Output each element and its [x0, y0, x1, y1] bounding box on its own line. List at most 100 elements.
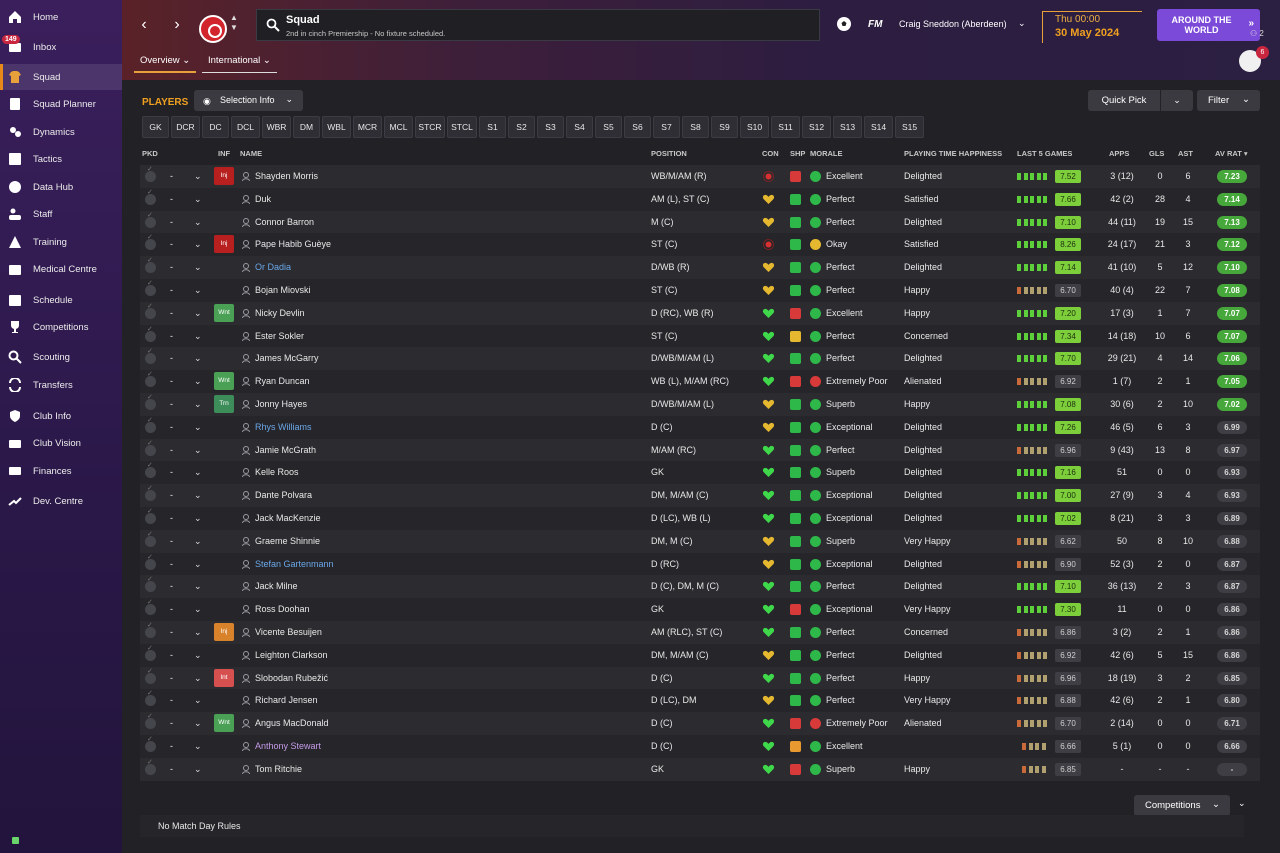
chevron-down-icon[interactable]: ⌄	[194, 330, 202, 341]
sidebar-item-squad-planner[interactable]: Squad Planner	[0, 91, 122, 117]
position-filter-s3[interactable]: S3	[537, 116, 564, 138]
pick-checkbox[interactable]	[145, 279, 156, 296]
player-name[interactable]: Ester Sokler	[255, 330, 305, 341]
competitions-button[interactable]: Competitions ⌄	[1134, 795, 1230, 816]
sidebar-item-dynamics[interactable]: Dynamics	[0, 119, 122, 145]
pick-checkbox[interactable]	[145, 302, 156, 319]
chevron-down-icon[interactable]: ⌄	[194, 467, 202, 478]
chevron-down-icon[interactable]: ⌄	[194, 558, 202, 569]
player-name[interactable]: Tom Ritchie	[255, 763, 303, 774]
table-row[interactable]: - ⌄ Tom Ritchie GK Superb Happy 6.85 - - - -	[140, 757, 1260, 781]
player-name[interactable]: Vicente Besuijen	[255, 627, 322, 637]
quick-pick-button[interactable]: Quick Pick	[1088, 90, 1160, 111]
back-arrow-icon[interactable]: ‹	[141, 16, 147, 33]
table-row[interactable]: - ⌄ Jamie McGrath M/AM (RC) Perfect Delighted…	[140, 438, 1260, 462]
pick-checkbox[interactable]	[145, 370, 156, 388]
table-row[interactable]: - ⌄ Wnt Ryan Duncan WB (L), M/AM (RC) Extreme…	[140, 370, 1260, 393]
pick-checkbox[interactable]	[145, 735, 156, 752]
player-name[interactable]: Shayden Morris	[255, 171, 319, 181]
info-badge[interactable]: Inj	[214, 167, 234, 185]
pick-checkbox[interactable]	[145, 188, 156, 205]
pick-checkbox[interactable]	[145, 758, 156, 775]
player-name[interactable]: Richard Jensen	[255, 695, 318, 706]
sidebar-item-competitions[interactable]: Competitions	[0, 314, 122, 340]
sidebar-item-tactics[interactable]: Tactics	[0, 146, 122, 172]
table-row[interactable]: - ⌄ Wnt Angus MacDonald D (C) Extremely Poor A…	[140, 712, 1260, 735]
chevron-down-icon[interactable]: ⌄	[194, 604, 202, 615]
position-filter-dcl[interactable]: DCL	[231, 116, 260, 138]
continue-button[interactable]: AROUND THE WORLD »	[1157, 9, 1260, 41]
player-name[interactable]: James McGarry	[255, 353, 319, 364]
pick-checkbox[interactable]	[145, 165, 156, 182]
player-name[interactable]: Ryan Duncan	[255, 376, 310, 387]
table-row[interactable]: - ⌄ Duk AM (L), ST (C) Perfect Satisfied 7.66 4…	[140, 187, 1260, 211]
table-row[interactable]: - ⌄ Inj Vicente Besuijen AM (RLC), ST (C) Per…	[140, 621, 1260, 644]
position-filter-s14[interactable]: S14	[864, 116, 893, 138]
sidebar-item-inbox[interactable]: Inbox	[0, 34, 122, 60]
sidebar-item-medical-centre[interactable]: Medical Centre	[0, 256, 122, 282]
filter-button[interactable]: Filter ⌄	[1197, 90, 1260, 111]
chevron-down-icon[interactable]: ⌄	[194, 649, 202, 660]
chevron-down-icon[interactable]: ⌄	[194, 718, 202, 729]
position-filter-mcl[interactable]: MCL	[384, 116, 413, 138]
col-gls[interactable]: GLS	[1149, 149, 1165, 158]
player-name[interactable]: Kelle Roos	[255, 467, 299, 478]
position-filter-wbr[interactable]: WBR	[262, 116, 291, 138]
col-playing-time[interactable]: PLAYING TIME HAPPINESS	[904, 149, 1003, 158]
player-name[interactable]: Dante Polvara	[255, 490, 313, 501]
table-row[interactable]: - ⌄ Bojan Miovski ST (C) Perfect Happy 6.70 40 …	[140, 279, 1260, 302]
table-row[interactable]: - ⌄ Anthony Stewart D (C) Excellent 6.66 5 (1)…	[140, 735, 1260, 758]
info-badge[interactable]: Wnt	[214, 372, 234, 391]
col-last5[interactable]: LAST 5 GAMES	[1017, 149, 1073, 158]
chevron-down-icon[interactable]: ⌄	[194, 262, 202, 273]
player-name[interactable]: Jack Milne	[255, 581, 298, 592]
sidebar-item-club-vision[interactable]: Club Vision	[0, 430, 122, 456]
pick-checkbox[interactable]	[145, 507, 156, 524]
chevron-down-icon[interactable]: ⌄	[194, 307, 202, 318]
col-name[interactable]: NAME	[240, 149, 263, 158]
position-filter-mcr[interactable]: MCR	[353, 116, 382, 138]
sidebar-item-transfers[interactable]: Transfers	[0, 372, 122, 398]
position-filter-dc[interactable]: DC	[202, 116, 229, 138]
table-row[interactable]: - ⌄ Leighton Clarkson DM, M/AM (C) Perfect De…	[140, 643, 1260, 667]
table-row[interactable]: - ⌄ Dante Polvara DM, M/AM (C) Exceptional De…	[140, 484, 1260, 507]
col-pkd[interactable]: PKD	[142, 149, 158, 158]
pick-checkbox[interactable]	[145, 644, 156, 661]
tab-overview[interactable]: Overview ⌄	[134, 51, 197, 73]
selection-info-button[interactable]: ◉ Selection Info ⌄	[194, 90, 303, 111]
table-row[interactable]: - ⌄ Inj Shayden Morris WB/M/AM (R) Excellent D…	[140, 165, 1260, 188]
position-filter-s9[interactable]: S9	[711, 116, 738, 138]
table-row[interactable]: - ⌄ Trn Jonny Hayes D/WB/M/AM (L) Superb Happy…	[140, 393, 1260, 416]
table-row[interactable]: - ⌄ Kelle Roos GK Superb Delighted 7.16 51 0 0 6.9…	[140, 461, 1260, 485]
table-row[interactable]: - ⌄ Int Slobodan Rubežić D (C) Perfect Happy 6.…	[140, 666, 1260, 690]
player-name[interactable]: Or Dadia	[255, 262, 292, 273]
club-crest[interactable]	[199, 15, 227, 43]
player-name[interactable]: Stefan Gartenmann	[255, 558, 334, 569]
col-morale[interactable]: MORALE	[810, 149, 843, 158]
chevron-down-icon[interactable]: ⌄	[194, 490, 202, 501]
table-row[interactable]: - ⌄ Stefan Gartenmann D (RC) Exceptional Deli…	[140, 552, 1260, 576]
col-avrat[interactable]: AV RAT ▾	[1215, 149, 1248, 158]
player-name[interactable]: Slobodan Rubežić	[255, 672, 329, 683]
chevron-down-icon[interactable]: ⌄	[194, 513, 202, 523]
table-row[interactable]: - ⌄ Graeme Shinnie DM, M (C) Superb Very Happ…	[140, 529, 1260, 553]
quick-pick-dropdown[interactable]: ⌄	[1161, 90, 1193, 111]
player-name[interactable]: Jack MacKenzie	[255, 513, 321, 523]
sidebar-item-dev-centre[interactable]: Dev. Centre	[0, 488, 122, 514]
tab-international[interactable]: International ⌄	[202, 51, 277, 73]
position-filter-s8[interactable]: S8	[682, 116, 709, 138]
table-row[interactable]: - ⌄ Jack Milne D (C), DM, M (C) Perfect Delig…	[140, 575, 1260, 599]
position-filter-s13[interactable]: S13	[833, 116, 862, 138]
pick-checkbox[interactable]	[145, 439, 156, 456]
sidebar-item-squad[interactable]: Squad	[0, 64, 122, 90]
chevron-down-icon[interactable]: ⌄	[194, 171, 202, 181]
player-name[interactable]: Leighton Clarkson	[255, 649, 328, 660]
position-filter-wbl[interactable]: WBL	[322, 116, 351, 138]
pick-checkbox[interactable]	[145, 689, 156, 707]
position-filter-s15[interactable]: S15	[895, 116, 924, 138]
sidebar-item-club-info[interactable]: Club Info	[0, 403, 122, 429]
chevron-down-icon[interactable]: ⌄	[194, 627, 202, 637]
chevron-down-icon[interactable]: ⌄	[194, 239, 202, 250]
pick-checkbox[interactable]	[145, 712, 156, 730]
pick-checkbox[interactable]	[145, 598, 156, 616]
